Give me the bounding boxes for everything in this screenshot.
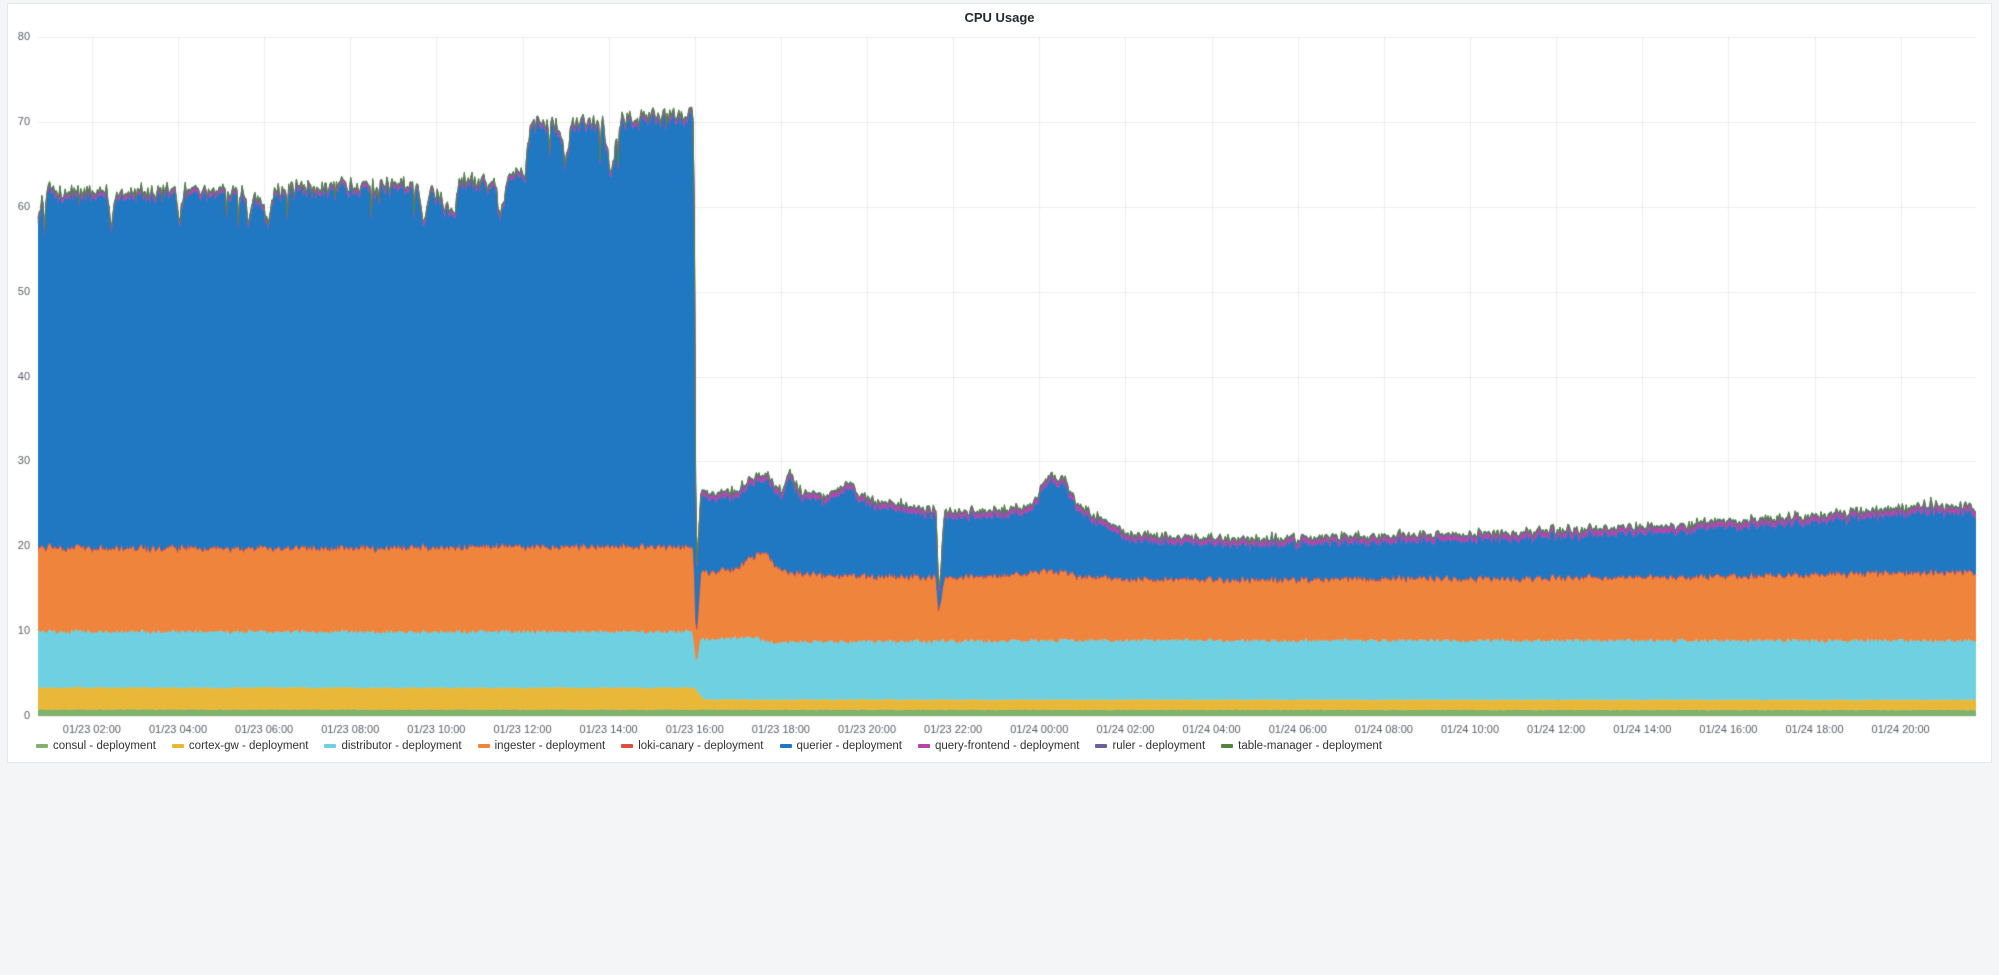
legend-label: distributor - deployment <box>341 740 462 752</box>
legend-label: cortex-gw - deployment <box>188 740 309 752</box>
legend-item-query-frontend[interactable]: query-frontend - deployment <box>917 740 1080 752</box>
legend-label: loki-canary - deployment <box>638 740 764 752</box>
legend-swatch-icon <box>621 744 634 748</box>
legend-swatch-icon <box>36 744 48 748</box>
legend-label: query-frontend - deployment <box>934 740 1080 752</box>
legend-item-ingester[interactable]: ingester - deployment <box>477 740 606 752</box>
legend-label: table-manager - deployment <box>1238 740 1382 752</box>
legend-label: ingester - deployment <box>494 740 606 752</box>
cpu-usage-panel: CPU Usage consul - deployment cortex-gw -… <box>7 3 1992 763</box>
legend-swatch-icon <box>477 744 490 748</box>
legend-label: ruler - deployment <box>1112 740 1206 752</box>
legend-label: consul - deployment <box>53 740 156 752</box>
panel-title[interactable]: CPU Usage <box>964 10 1035 25</box>
legend-swatch-icon <box>171 744 184 748</box>
legend-swatch-icon <box>1095 744 1108 748</box>
legend-item-querier[interactable]: querier - deployment <box>779 740 902 752</box>
cpu-usage-chart[interactable] <box>8 4 1991 738</box>
legend-swatch-icon <box>1221 744 1234 748</box>
legend-swatch-icon <box>917 744 930 748</box>
legend-item-table-manager[interactable]: table-manager - deployment <box>1221 740 1382 752</box>
legend-item-cortex-gw[interactable]: cortex-gw - deployment <box>171 740 309 752</box>
legend-item-distributor[interactable]: distributor - deployment <box>324 740 462 752</box>
legend-swatch-icon <box>324 744 337 748</box>
legend-item-consul[interactable]: consul - deployment <box>36 740 156 752</box>
legend-label: querier - deployment <box>796 740 902 752</box>
legend-item-loki-canary[interactable]: loki-canary - deployment <box>621 740 764 752</box>
legend-item-ruler[interactable]: ruler - deployment <box>1095 740 1205 752</box>
chart-legend: consul - deployment cortex-gw - deploymen… <box>36 740 1981 752</box>
legend-swatch-icon <box>779 744 792 748</box>
